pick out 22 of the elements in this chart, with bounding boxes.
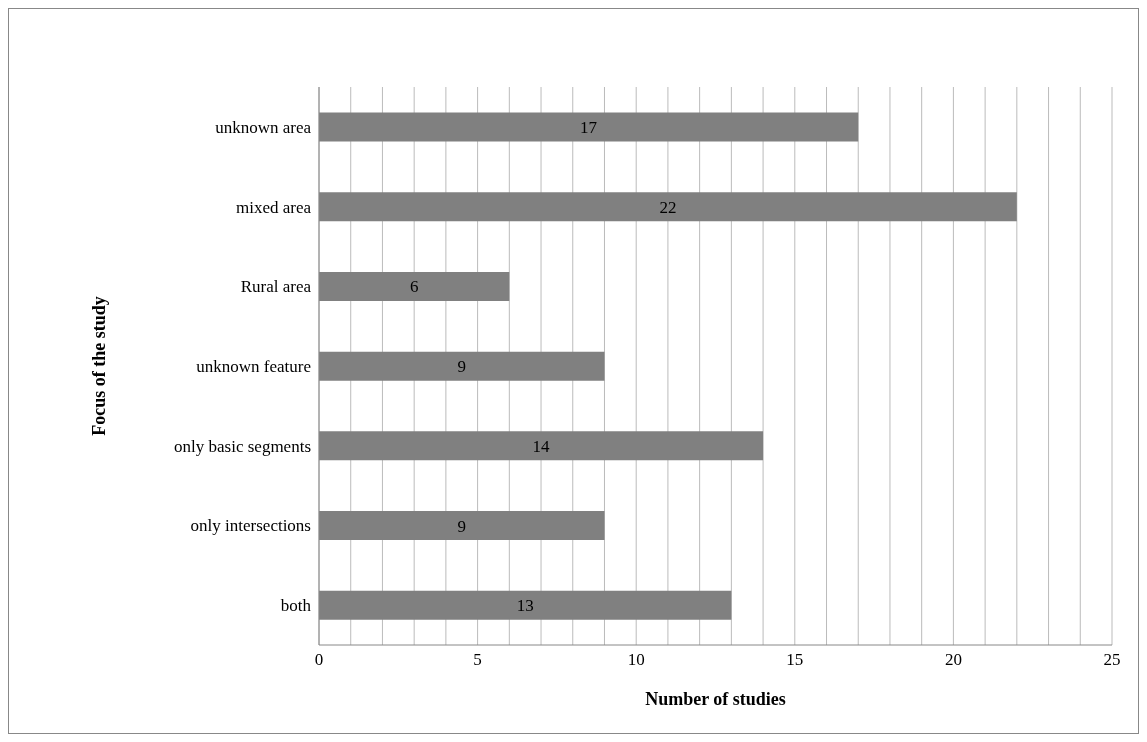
y-tick-label: mixed area [235,197,312,217]
y-tick-label: both [280,596,312,616]
y-tick-label: unknown area [215,117,312,137]
x-tick-label: 5 [473,650,482,670]
data-label: 14 [532,436,551,456]
data-label: 13 [516,596,534,616]
data-label: 9 [457,516,466,536]
y-axis-title: Focus of the study [89,296,110,436]
x-tick-label: 25 [1103,650,1121,670]
data-label: 17 [580,118,598,138]
y-tick-label: Rural area [240,277,312,297]
y-tick-label: only intersections [190,516,311,536]
data-label: 9 [457,357,466,377]
data-label: 22 [659,197,677,217]
x-tick-label: 15 [786,650,804,670]
x-axis-title: Number of studies [645,689,786,709]
y-tick-label: unknown feature [196,357,311,377]
x-tick-label: 10 [627,650,645,670]
y-tick-label: only basic segments [174,436,311,456]
x-tick-label: 20 [944,650,962,670]
data-label: 6 [409,277,419,297]
x-tick-label: 0 [314,650,324,670]
